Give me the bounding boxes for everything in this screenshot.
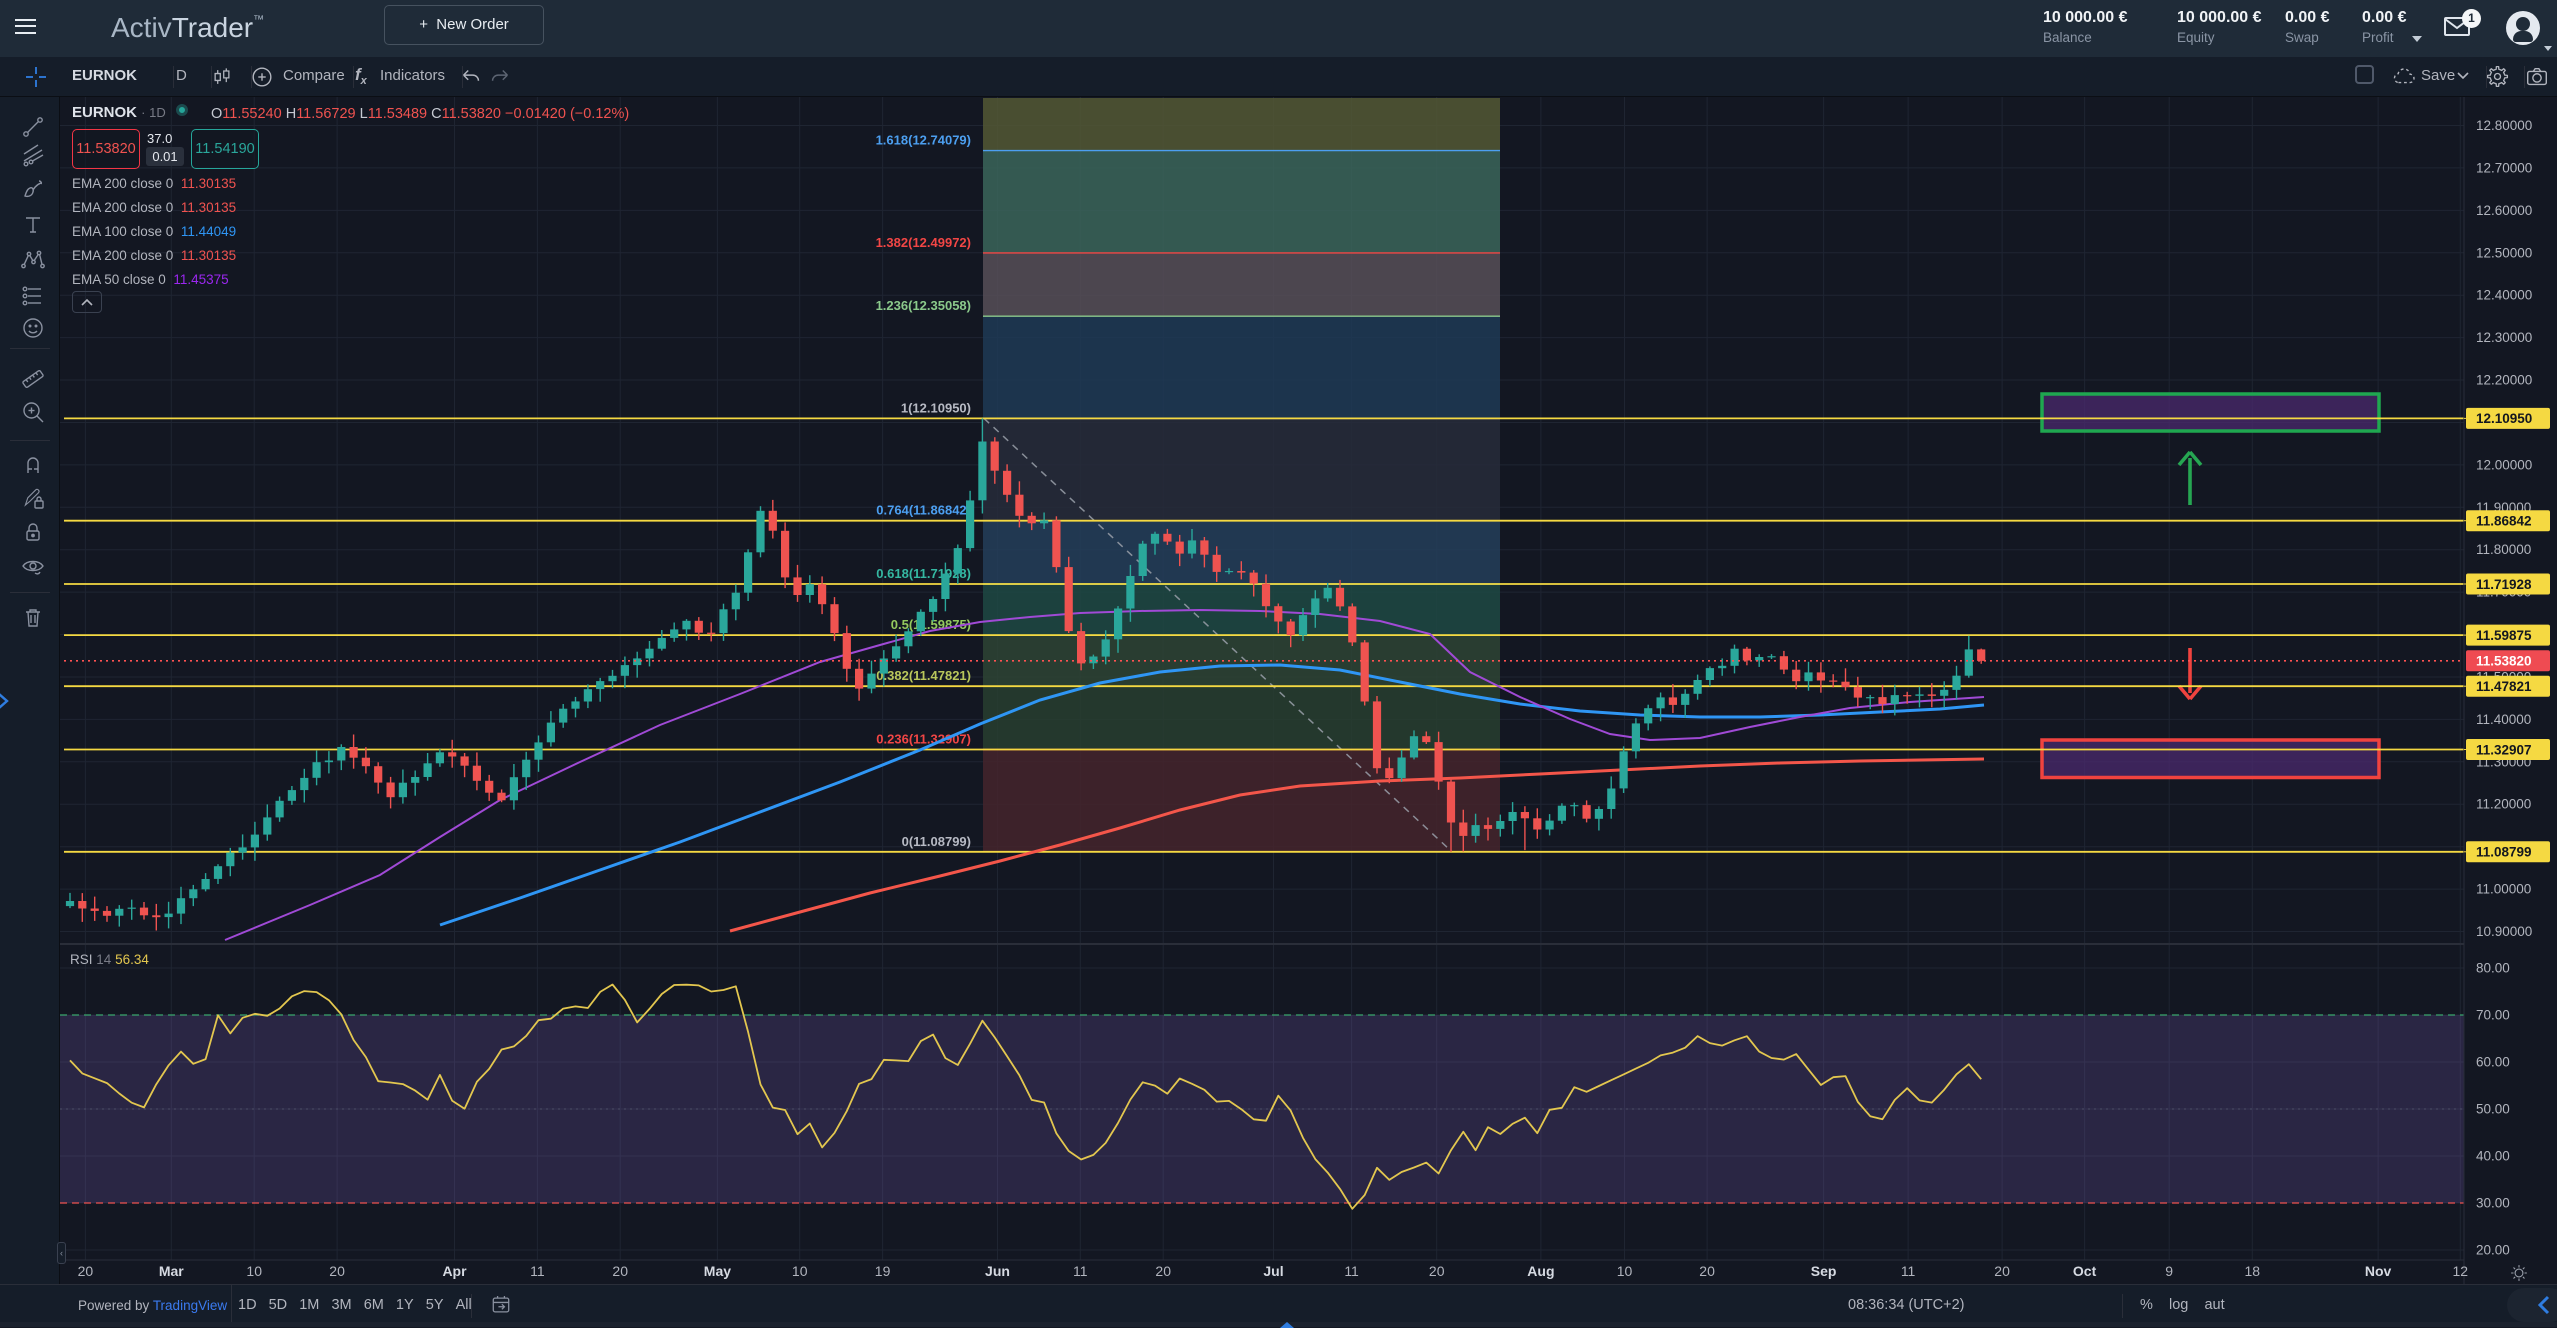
svg-text:10: 10: [792, 1263, 808, 1279]
svg-text:Aug: Aug: [1527, 1263, 1554, 1279]
svg-text:1(12.10950): 1(12.10950): [901, 400, 971, 415]
svg-text:20: 20: [329, 1263, 345, 1279]
svg-text:Jul: Jul: [1263, 1263, 1283, 1279]
svg-text:20.00: 20.00: [2476, 1243, 2510, 1258]
svg-text:20: 20: [1699, 1263, 1715, 1279]
svg-text:18: 18: [2245, 1263, 2261, 1279]
svg-text:11.80000: 11.80000: [2476, 542, 2531, 557]
svg-text:1.236(12.35058): 1.236(12.35058): [876, 298, 971, 313]
svg-text:Nov: Nov: [2365, 1263, 2392, 1279]
svg-text:12.00000: 12.00000: [2476, 457, 2532, 472]
svg-text:12.30000: 12.30000: [2476, 330, 2532, 345]
svg-text:12.60000: 12.60000: [2476, 203, 2532, 218]
svg-text:20: 20: [1429, 1263, 1445, 1279]
svg-text:11.32907: 11.32907: [2476, 742, 2532, 757]
svg-text:11.20000: 11.20000: [2476, 797, 2531, 812]
svg-text:20: 20: [1994, 1263, 2010, 1279]
svg-text:12.80000: 12.80000: [2476, 118, 2532, 133]
svg-text:12.20000: 12.20000: [2476, 373, 2532, 388]
svg-text:30.00: 30.00: [2476, 1196, 2510, 1211]
svg-text:1.382(12.49972): 1.382(12.49972): [876, 235, 971, 250]
svg-text:9: 9: [2165, 1263, 2173, 1279]
svg-text:0(11.08799): 0(11.08799): [902, 834, 971, 849]
svg-text:11.86842: 11.86842: [2476, 514, 2532, 529]
svg-text:80.00: 80.00: [2476, 961, 2510, 976]
svg-text:0.764(11.86842): 0.764(11.86842): [876, 503, 971, 518]
svg-text:11: 11: [1344, 1263, 1359, 1279]
svg-text:Oct: Oct: [2073, 1263, 2097, 1279]
svg-text:12.70000: 12.70000: [2476, 160, 2532, 175]
svg-text:60.00: 60.00: [2476, 1055, 2510, 1070]
svg-text:0.5(11.59875): 0.5(11.59875): [891, 617, 971, 632]
svg-text:70.00: 70.00: [2476, 1008, 2510, 1023]
svg-text:40.00: 40.00: [2476, 1149, 2510, 1164]
svg-text:Mar: Mar: [159, 1263, 184, 1279]
svg-text:Apr: Apr: [442, 1263, 467, 1279]
svg-text:20: 20: [1155, 1263, 1171, 1279]
svg-text:11.53820: 11.53820: [2476, 654, 2532, 669]
svg-text:11.40000: 11.40000: [2476, 712, 2531, 727]
svg-text:19: 19: [875, 1263, 891, 1279]
svg-text:Sep: Sep: [1811, 1263, 1837, 1279]
svg-text:12.10950: 12.10950: [2476, 411, 2532, 426]
svg-text:11.47821: 11.47821: [2476, 679, 2532, 694]
svg-text:12.40000: 12.40000: [2476, 288, 2532, 303]
svg-text:1.618(12.74079): 1.618(12.74079): [876, 133, 971, 148]
svg-text:10.90000: 10.90000: [2476, 924, 2532, 939]
svg-text:11.08799: 11.08799: [2476, 845, 2532, 860]
svg-text:11.71928: 11.71928: [2476, 577, 2532, 592]
svg-text:12: 12: [2453, 1263, 2469, 1279]
svg-text:12.50000: 12.50000: [2476, 245, 2532, 260]
svg-text:11: 11: [530, 1263, 545, 1279]
svg-text:20: 20: [612, 1263, 628, 1279]
svg-text:May: May: [704, 1263, 731, 1279]
svg-text:11: 11: [1901, 1263, 1916, 1279]
svg-text:0.382(11.47821): 0.382(11.47821): [876, 668, 971, 683]
svg-text:20: 20: [78, 1263, 94, 1279]
svg-text:11: 11: [1073, 1263, 1088, 1279]
svg-text:11.59875: 11.59875: [2476, 628, 2532, 643]
svg-text:10: 10: [1617, 1263, 1633, 1279]
svg-text:0.236(11.32907): 0.236(11.32907): [876, 732, 971, 747]
svg-text:10: 10: [246, 1263, 262, 1279]
svg-text:Jun: Jun: [985, 1263, 1010, 1279]
svg-text:50.00: 50.00: [2476, 1102, 2510, 1117]
svg-text:11.00000: 11.00000: [2476, 882, 2531, 897]
